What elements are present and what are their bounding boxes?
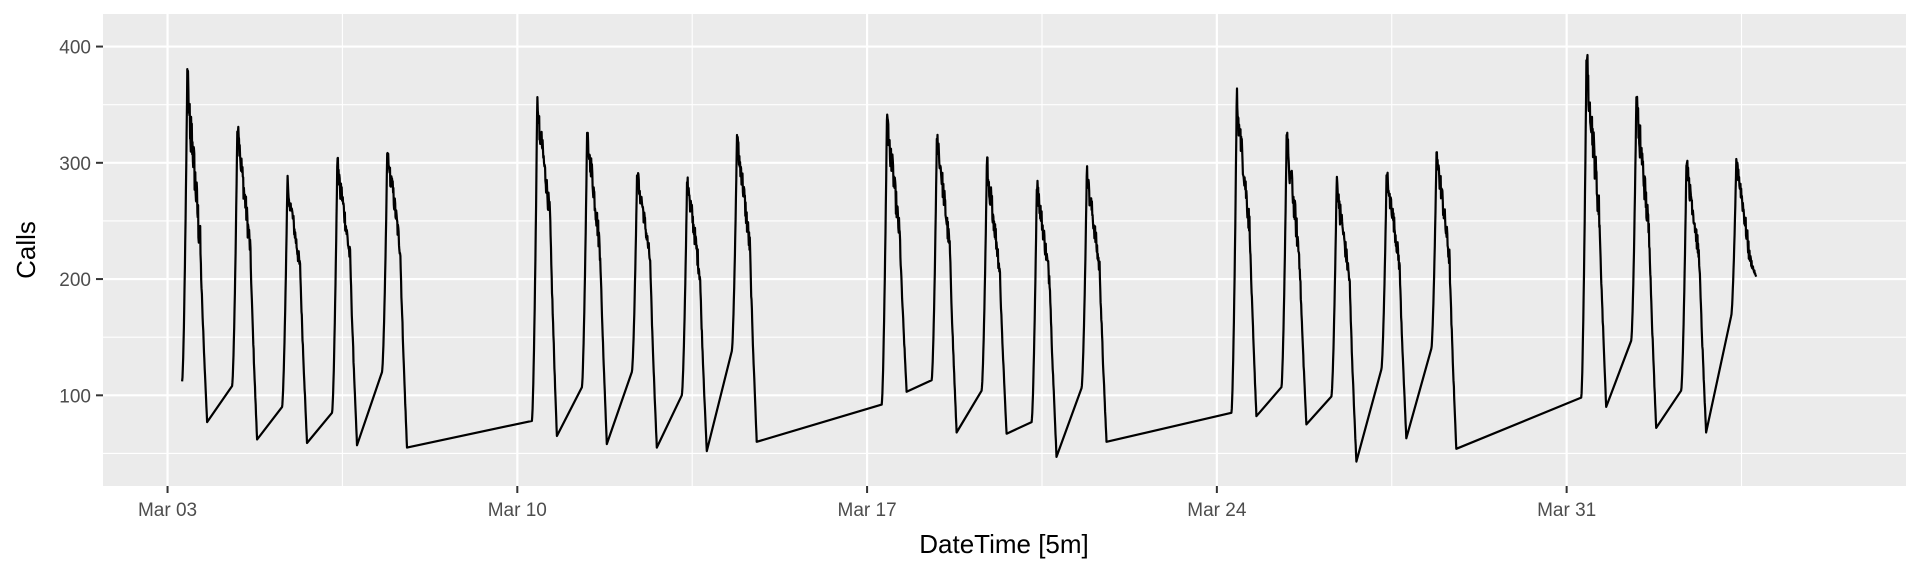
y-axis: 100 200 300 400	[59, 38, 103, 407]
series-line-calls	[181, 53, 1758, 463]
x-tick-label: Mar 03	[138, 500, 197, 521]
y-tick-label: 100	[59, 386, 91, 407]
x-tick-label: Mar 17	[838, 500, 897, 521]
x-tick-label: Mar 24	[1187, 500, 1247, 521]
y-tick-label: 300	[59, 154, 91, 175]
x-tick-label: Mar 31	[1537, 500, 1596, 521]
y-tick-label: 400	[59, 38, 91, 59]
plot-background	[103, 14, 1906, 486]
grid-minor	[103, 14, 1906, 486]
x-tick-label: Mar 10	[488, 500, 547, 521]
x-axis: Mar 03 Mar 10 Mar 17 Mar 24 Mar 31	[138, 486, 1596, 521]
x-axis-title: DateTime [5m]	[919, 529, 1089, 559]
y-axis-title: Calls	[11, 221, 41, 279]
y-tick-label: 200	[59, 270, 91, 291]
